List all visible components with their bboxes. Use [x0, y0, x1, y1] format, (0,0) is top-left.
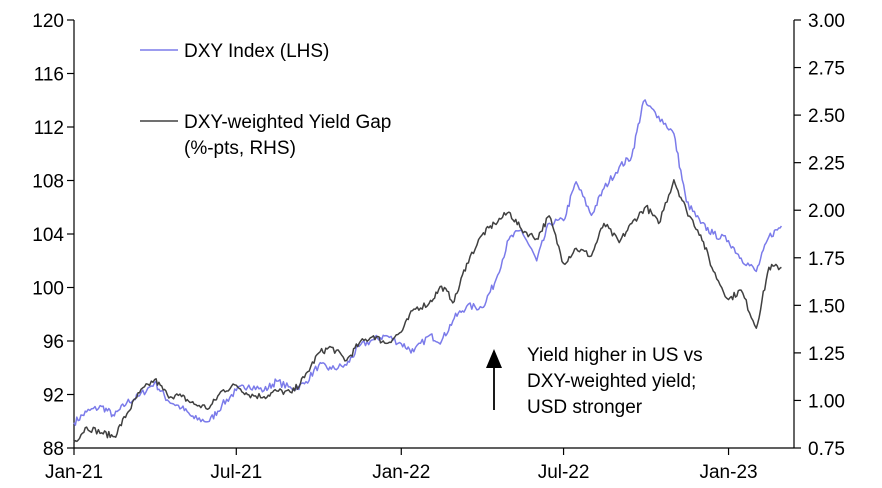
right-tick-label: 2.50 [808, 106, 845, 127]
left-tick-label: 112 [34, 118, 64, 139]
annotation-line-1: Yield higher in US vs [527, 345, 703, 366]
right-tick-label: 3.00 [808, 11, 845, 32]
left-tick-label: 96 [43, 332, 64, 353]
right-tick-label: 2.25 [808, 154, 845, 175]
left-tick-label: 120 [32, 11, 64, 32]
x-tick-label: Jan-23 [699, 462, 757, 483]
left-tick-label: 92 [43, 386, 64, 407]
left-axis-ticks: 88 92 96 100 104 108 112 116 120 [32, 11, 74, 460]
right-tick-label: 1.00 [808, 391, 845, 412]
left-tick-label: 88 [43, 439, 64, 460]
left-tick-label: 108 [32, 172, 64, 193]
series-line-dxy [73, 99, 783, 426]
left-tick-label: 100 [32, 279, 64, 300]
annotation-line-2: DXY-weighted yield; [527, 371, 696, 392]
right-tick-label: 1.25 [808, 344, 845, 365]
left-tick-label: 116 [34, 65, 64, 86]
x-tick-label: Jul-22 [538, 462, 590, 483]
right-tick-label: 0.75 [808, 439, 845, 460]
right-tick-label: 1.75 [808, 249, 845, 270]
annotation-line-3: USD stronger [527, 397, 643, 418]
right-axis-ticks: 0.75 1.00 1.25 1.50 1.75 2.00 2.25 2.50 2.75 3.00 [794, 11, 845, 460]
left-tick-label: 104 [32, 225, 64, 246]
right-tick-label: 2.00 [808, 201, 845, 222]
annotation-arrow-head [486, 349, 502, 368]
legend: DXY Index (LHS) DXY-weighted Yield Gap (%… [140, 41, 391, 159]
series-layer [73, 99, 783, 443]
x-tick-label: Jul-21 [210, 462, 262, 483]
x-tick-label: Jan-22 [372, 462, 430, 483]
legend-label-yield-gap: DXY-weighted Yield Gap (%-pts, RHS) [184, 112, 391, 159]
x-tick-label: Jan-21 [45, 462, 103, 483]
annotation: Yield higher in US vs DXY-weighted yield… [486, 345, 703, 418]
right-tick-label: 2.75 [808, 59, 845, 80]
right-tick-label: 1.50 [808, 296, 845, 317]
series-line-yield-gap [73, 179, 782, 443]
legend-label-dxy: DXY Index (LHS) [184, 41, 329, 62]
x-axis-ticks: Jan-21 Jul-21 Jan-22 Jul-22 Jan-23 [45, 448, 758, 483]
